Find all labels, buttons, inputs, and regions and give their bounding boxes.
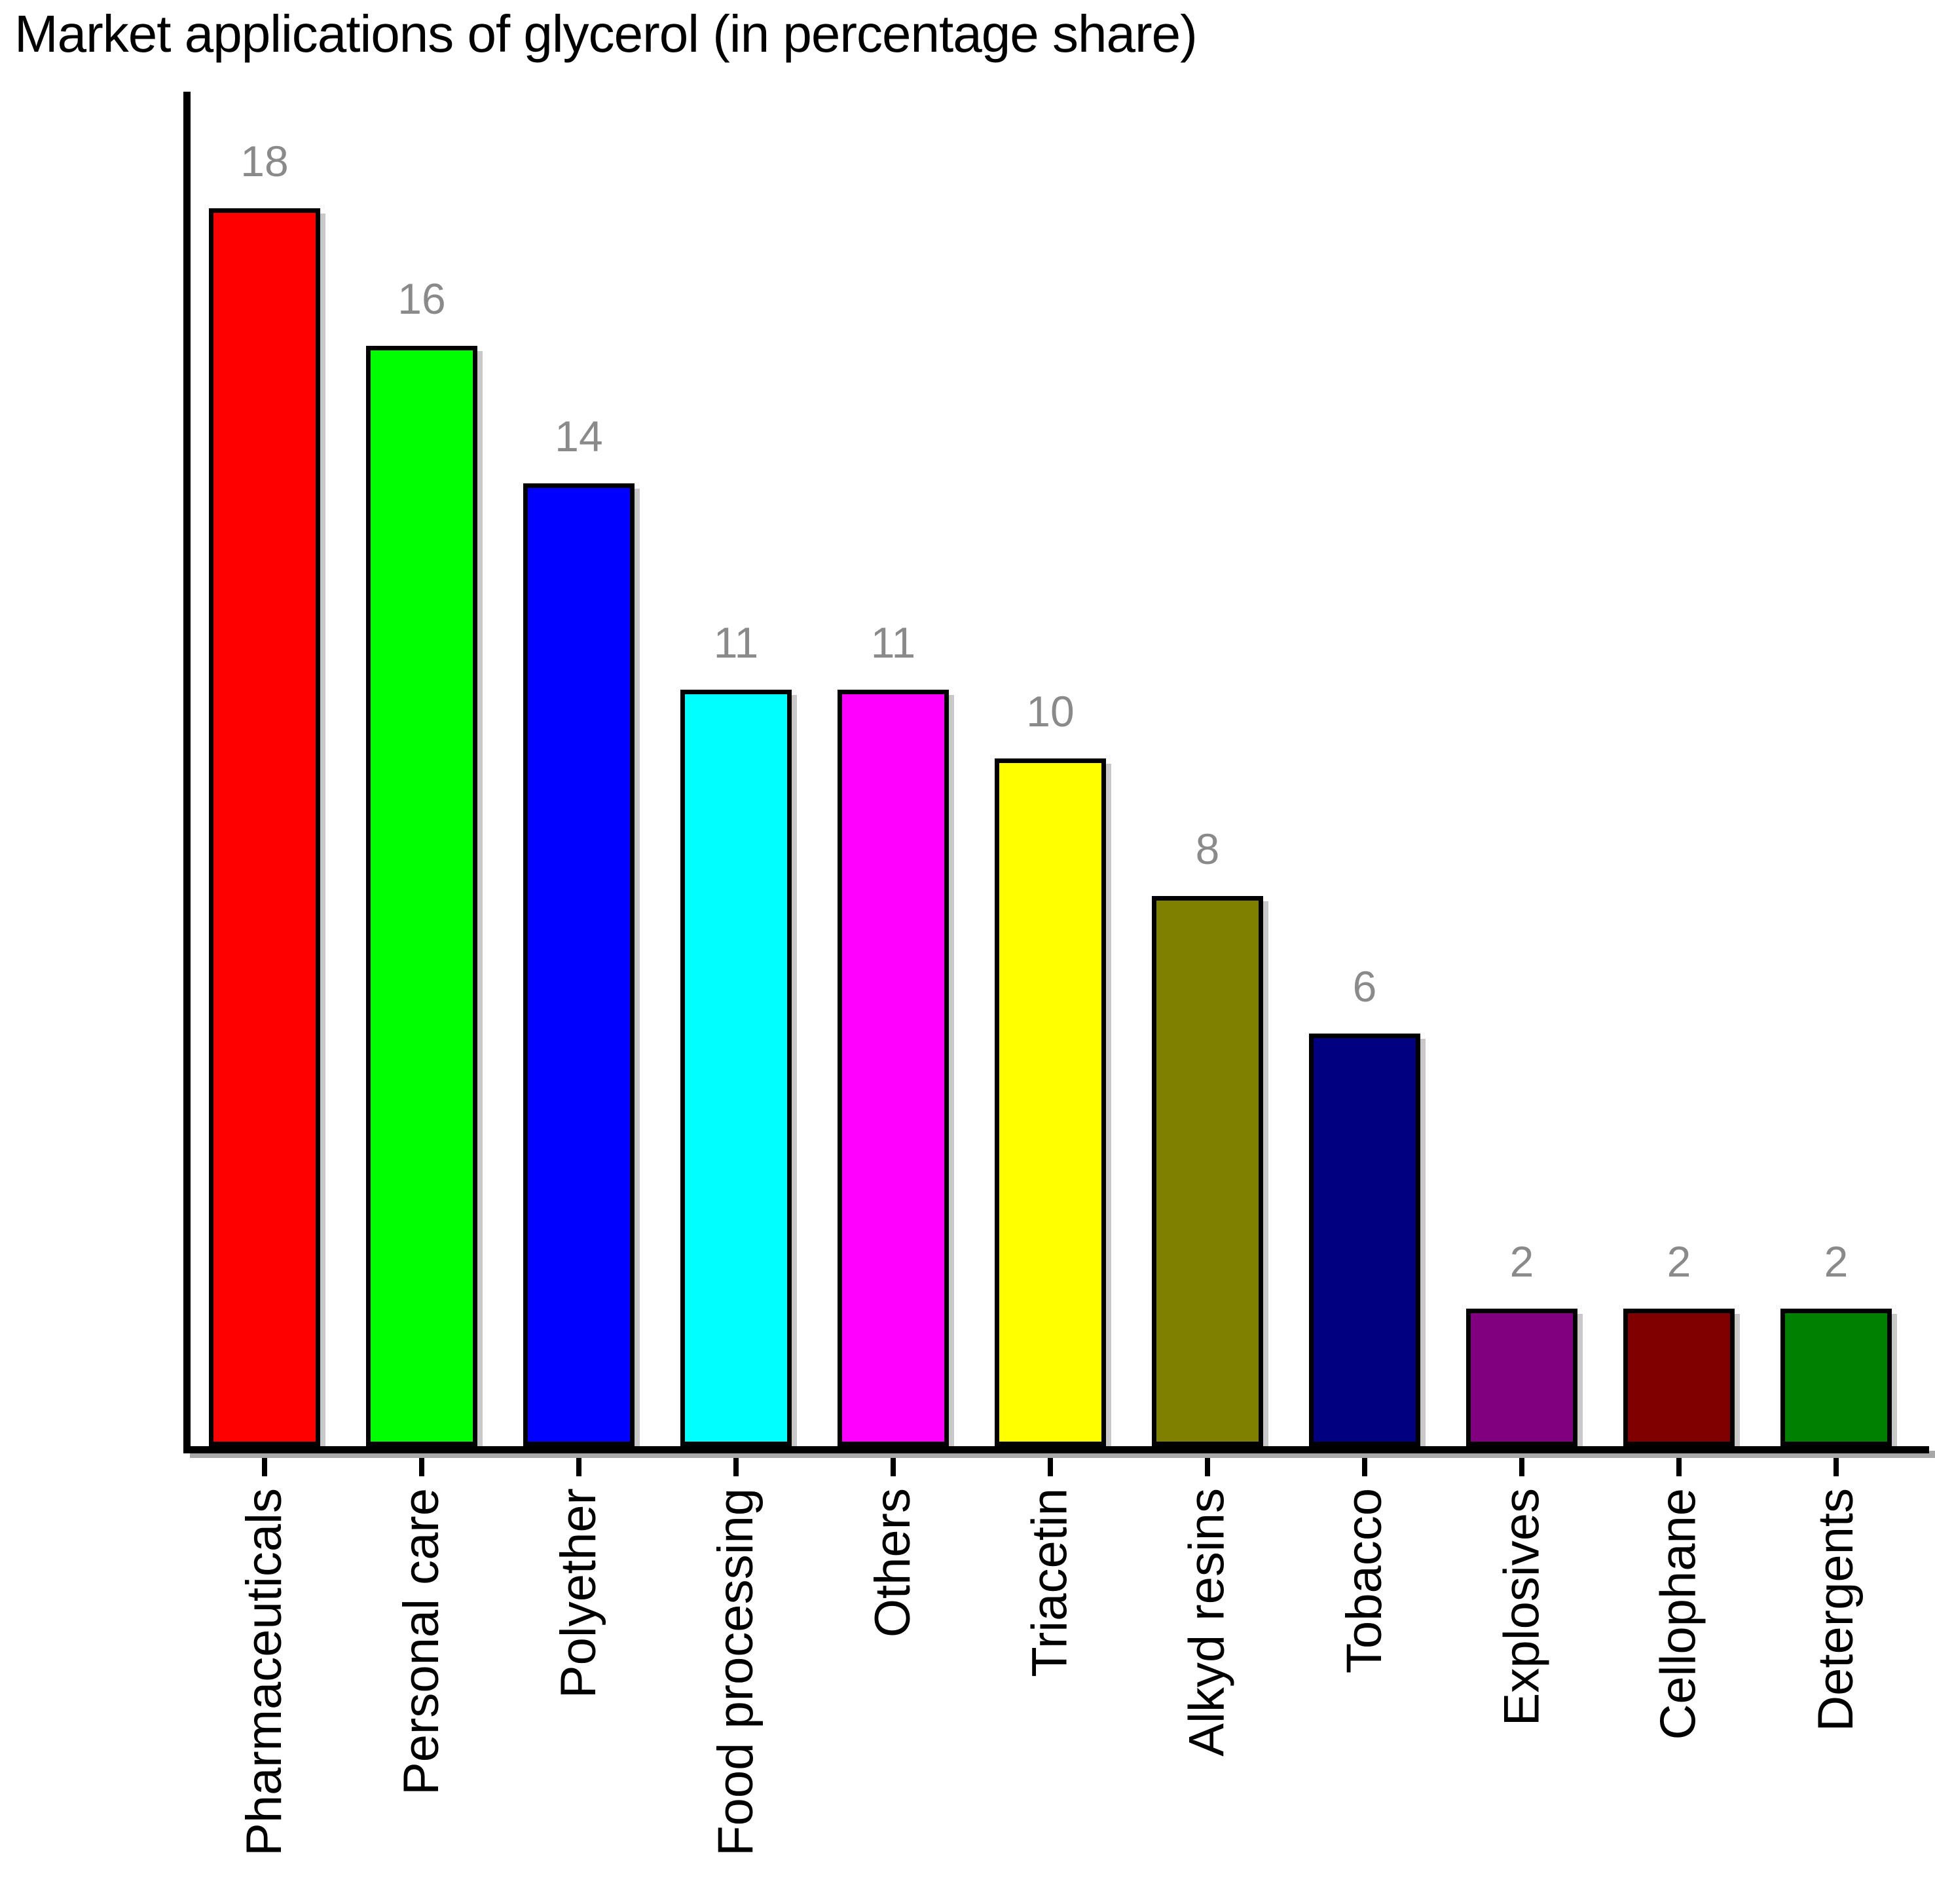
chart-title: Market applications of glycerol (in perc…	[14, 5, 1198, 63]
bar-food-processing	[680, 690, 792, 1446]
x-axis-label-pharmaceuticals: Pharmaceuticals	[236, 1488, 292, 1856]
value-label-personal-care: 16	[397, 274, 446, 323]
value-label-pharmaceuticals: 18	[240, 137, 289, 185]
x-axis-label-tobacco: Tobacco	[1336, 1488, 1392, 1674]
x-axis-label-personal-care: Personal care	[394, 1488, 449, 1795]
value-label-explosives: 2	[1509, 1237, 1534, 1286]
x-tick-personal-care	[419, 1453, 424, 1476]
value-label-polyether: 14	[555, 412, 603, 460]
bar-personal-care	[366, 346, 477, 1446]
x-axis-label-alkyd-resins: Alkyd resins	[1179, 1488, 1235, 1757]
x-axis-label-food-processing: Food processing	[708, 1488, 764, 1856]
bar-detergents	[1780, 1309, 1892, 1446]
bar-cellophane	[1623, 1309, 1735, 1446]
value-label-cellophane: 2	[1667, 1237, 1691, 1286]
x-tick-cellophane	[1676, 1453, 1682, 1476]
value-label-tobacco: 6	[1352, 962, 1377, 1011]
x-axis-label-cellophane: Cellophane	[1651, 1488, 1706, 1740]
bar-polyether	[523, 483, 635, 1446]
value-label-detergents: 2	[1824, 1237, 1849, 1286]
x-tick-others	[891, 1453, 896, 1476]
x-axis-label-triacetin: Triacetin	[1022, 1488, 1078, 1677]
x-tick-detergents	[1834, 1453, 1839, 1476]
value-label-food-processing: 11	[713, 618, 759, 667]
x-axis-line	[183, 1446, 1929, 1453]
bar-triacetin	[995, 758, 1106, 1446]
x-tick-explosives	[1519, 1453, 1524, 1476]
bar-explosives	[1466, 1309, 1577, 1446]
x-axis-label-polyether: Polyether	[551, 1488, 606, 1699]
bar-tobacco	[1309, 1034, 1420, 1446]
x-tick-tobacco	[1362, 1453, 1367, 1476]
x-tick-triacetin	[1048, 1453, 1053, 1476]
bar-pharmaceuticals	[209, 208, 320, 1446]
bar-alkyd-resins	[1152, 896, 1263, 1446]
x-axis-label-others: Others	[865, 1488, 921, 1638]
value-label-triacetin: 10	[1026, 687, 1075, 736]
x-axis-label-detergents: Detergents	[1808, 1488, 1864, 1732]
x-tick-alkyd-resins	[1205, 1453, 1210, 1476]
bar-others	[838, 690, 949, 1446]
x-tick-food-processing	[733, 1453, 739, 1476]
x-axis-label-explosives: Explosives	[1494, 1488, 1549, 1727]
y-axis-line	[183, 92, 191, 1453]
value-label-others: 11	[870, 618, 916, 667]
x-tick-pharmaceuticals	[262, 1453, 267, 1476]
value-label-alkyd-resins: 8	[1195, 825, 1220, 873]
x-tick-polyether	[576, 1453, 581, 1476]
